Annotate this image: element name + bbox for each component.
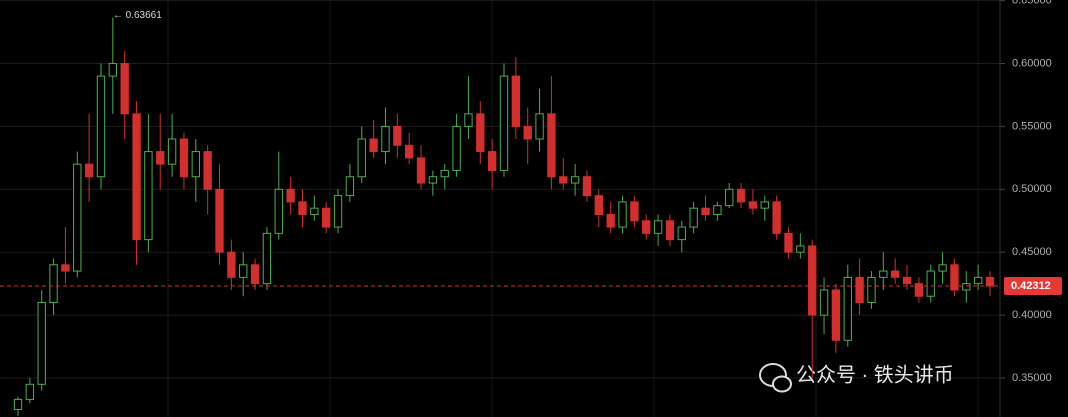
candle-body (736, 188, 746, 203)
candle-body (665, 220, 675, 241)
candle-body (464, 113, 473, 127)
candle-body (594, 195, 604, 215)
candle-body (985, 276, 995, 287)
candle-body (701, 207, 710, 215)
candle-body (784, 232, 793, 253)
candle-body (630, 201, 639, 222)
candle-body (191, 151, 200, 178)
candle-body (298, 201, 307, 215)
candle-body (357, 138, 366, 178)
candle-body (499, 75, 509, 171)
candle-body (179, 138, 189, 178)
candle-body (49, 264, 58, 304)
candle-body (808, 245, 817, 316)
candle-body (84, 163, 94, 178)
candle-body (713, 205, 722, 215)
candle-body (796, 245, 805, 253)
candle-body (926, 270, 935, 297)
candle-body (819, 289, 829, 316)
candle-body (120, 63, 129, 115)
candle-body (239, 264, 248, 278)
candle-body (369, 138, 378, 153)
candle-body (748, 201, 758, 209)
candle-body (203, 151, 212, 190)
y-tick-label: 0.65000 (1012, 0, 1052, 7)
candle-body (13, 398, 23, 410)
candle-body (416, 157, 426, 184)
candle-body (25, 383, 35, 400)
last-price-label: 0.42312 (1011, 280, 1051, 292)
candle-body (618, 201, 627, 228)
candle-body (855, 276, 864, 304)
candle-body (831, 289, 841, 341)
candle-body (215, 188, 224, 253)
candle-body (167, 138, 177, 165)
candle-body (642, 220, 651, 234)
candle-body (227, 251, 236, 278)
candle-body (96, 75, 106, 178)
candle-body (879, 270, 888, 278)
candle-body (333, 195, 343, 228)
candle-body (487, 151, 497, 171)
candle-body (393, 125, 402, 146)
candle-body (760, 201, 769, 209)
candle-body (962, 283, 971, 291)
candle-body (606, 213, 615, 228)
candle-body (677, 226, 686, 241)
candle-body (547, 113, 556, 178)
vertical-grid (167, 0, 979, 417)
candle-body (144, 151, 153, 241)
candle-body (653, 220, 663, 234)
candle-body (725, 188, 734, 207)
candle-body (108, 63, 118, 77)
candle-body (938, 264, 947, 272)
candle-body (345, 176, 355, 197)
candle-body (322, 207, 331, 228)
candle-body (262, 232, 272, 285)
candle-body (582, 176, 592, 197)
watermark-icon (772, 375, 792, 393)
candle-body (381, 125, 390, 153)
candle-body (902, 276, 912, 285)
last-price-box (1004, 277, 1062, 296)
candle-body (950, 264, 959, 291)
candle-body (37, 302, 46, 385)
watermark-group: 公众号 · 铁头讲币 (759, 363, 954, 393)
y-tick-label: 0.35000 (1012, 372, 1052, 384)
candle-body (274, 188, 283, 234)
y-tick-label: 0.50000 (1012, 183, 1052, 195)
watermark: 公众号 · 铁头讲币 (796, 363, 954, 386)
candle-body (535, 113, 544, 140)
candle-body (286, 188, 295, 203)
candle-body (404, 144, 414, 159)
candle-body (452, 125, 461, 171)
y-tick-label: 0.60000 (1012, 57, 1052, 69)
candle-body (523, 125, 532, 140)
candle-body (973, 276, 983, 285)
candle-body (250, 264, 260, 285)
candle-body (73, 163, 82, 272)
candle-body (511, 75, 521, 127)
candle-body (843, 276, 852, 341)
candle-body (440, 169, 449, 178)
high-marker-label: ← 0.63661 (113, 10, 162, 21)
candle-body (689, 207, 698, 228)
y-tick-label: 0.45000 (1012, 246, 1052, 258)
candle-body (61, 264, 70, 272)
candle-body (559, 176, 568, 184)
candle-body (132, 113, 141, 241)
candle-body (156, 151, 165, 165)
candle-body (310, 207, 319, 215)
candle-body (867, 276, 876, 304)
candle-body (772, 201, 781, 234)
candle-body (570, 176, 580, 184)
candle-body (914, 283, 924, 297)
candle-body (476, 113, 485, 153)
candle-body (890, 270, 900, 278)
candle-body (428, 176, 438, 184)
y-tick-label: 0.55000 (1012, 120, 1052, 132)
y-tick-label: 0.40000 (1012, 309, 1052, 321)
